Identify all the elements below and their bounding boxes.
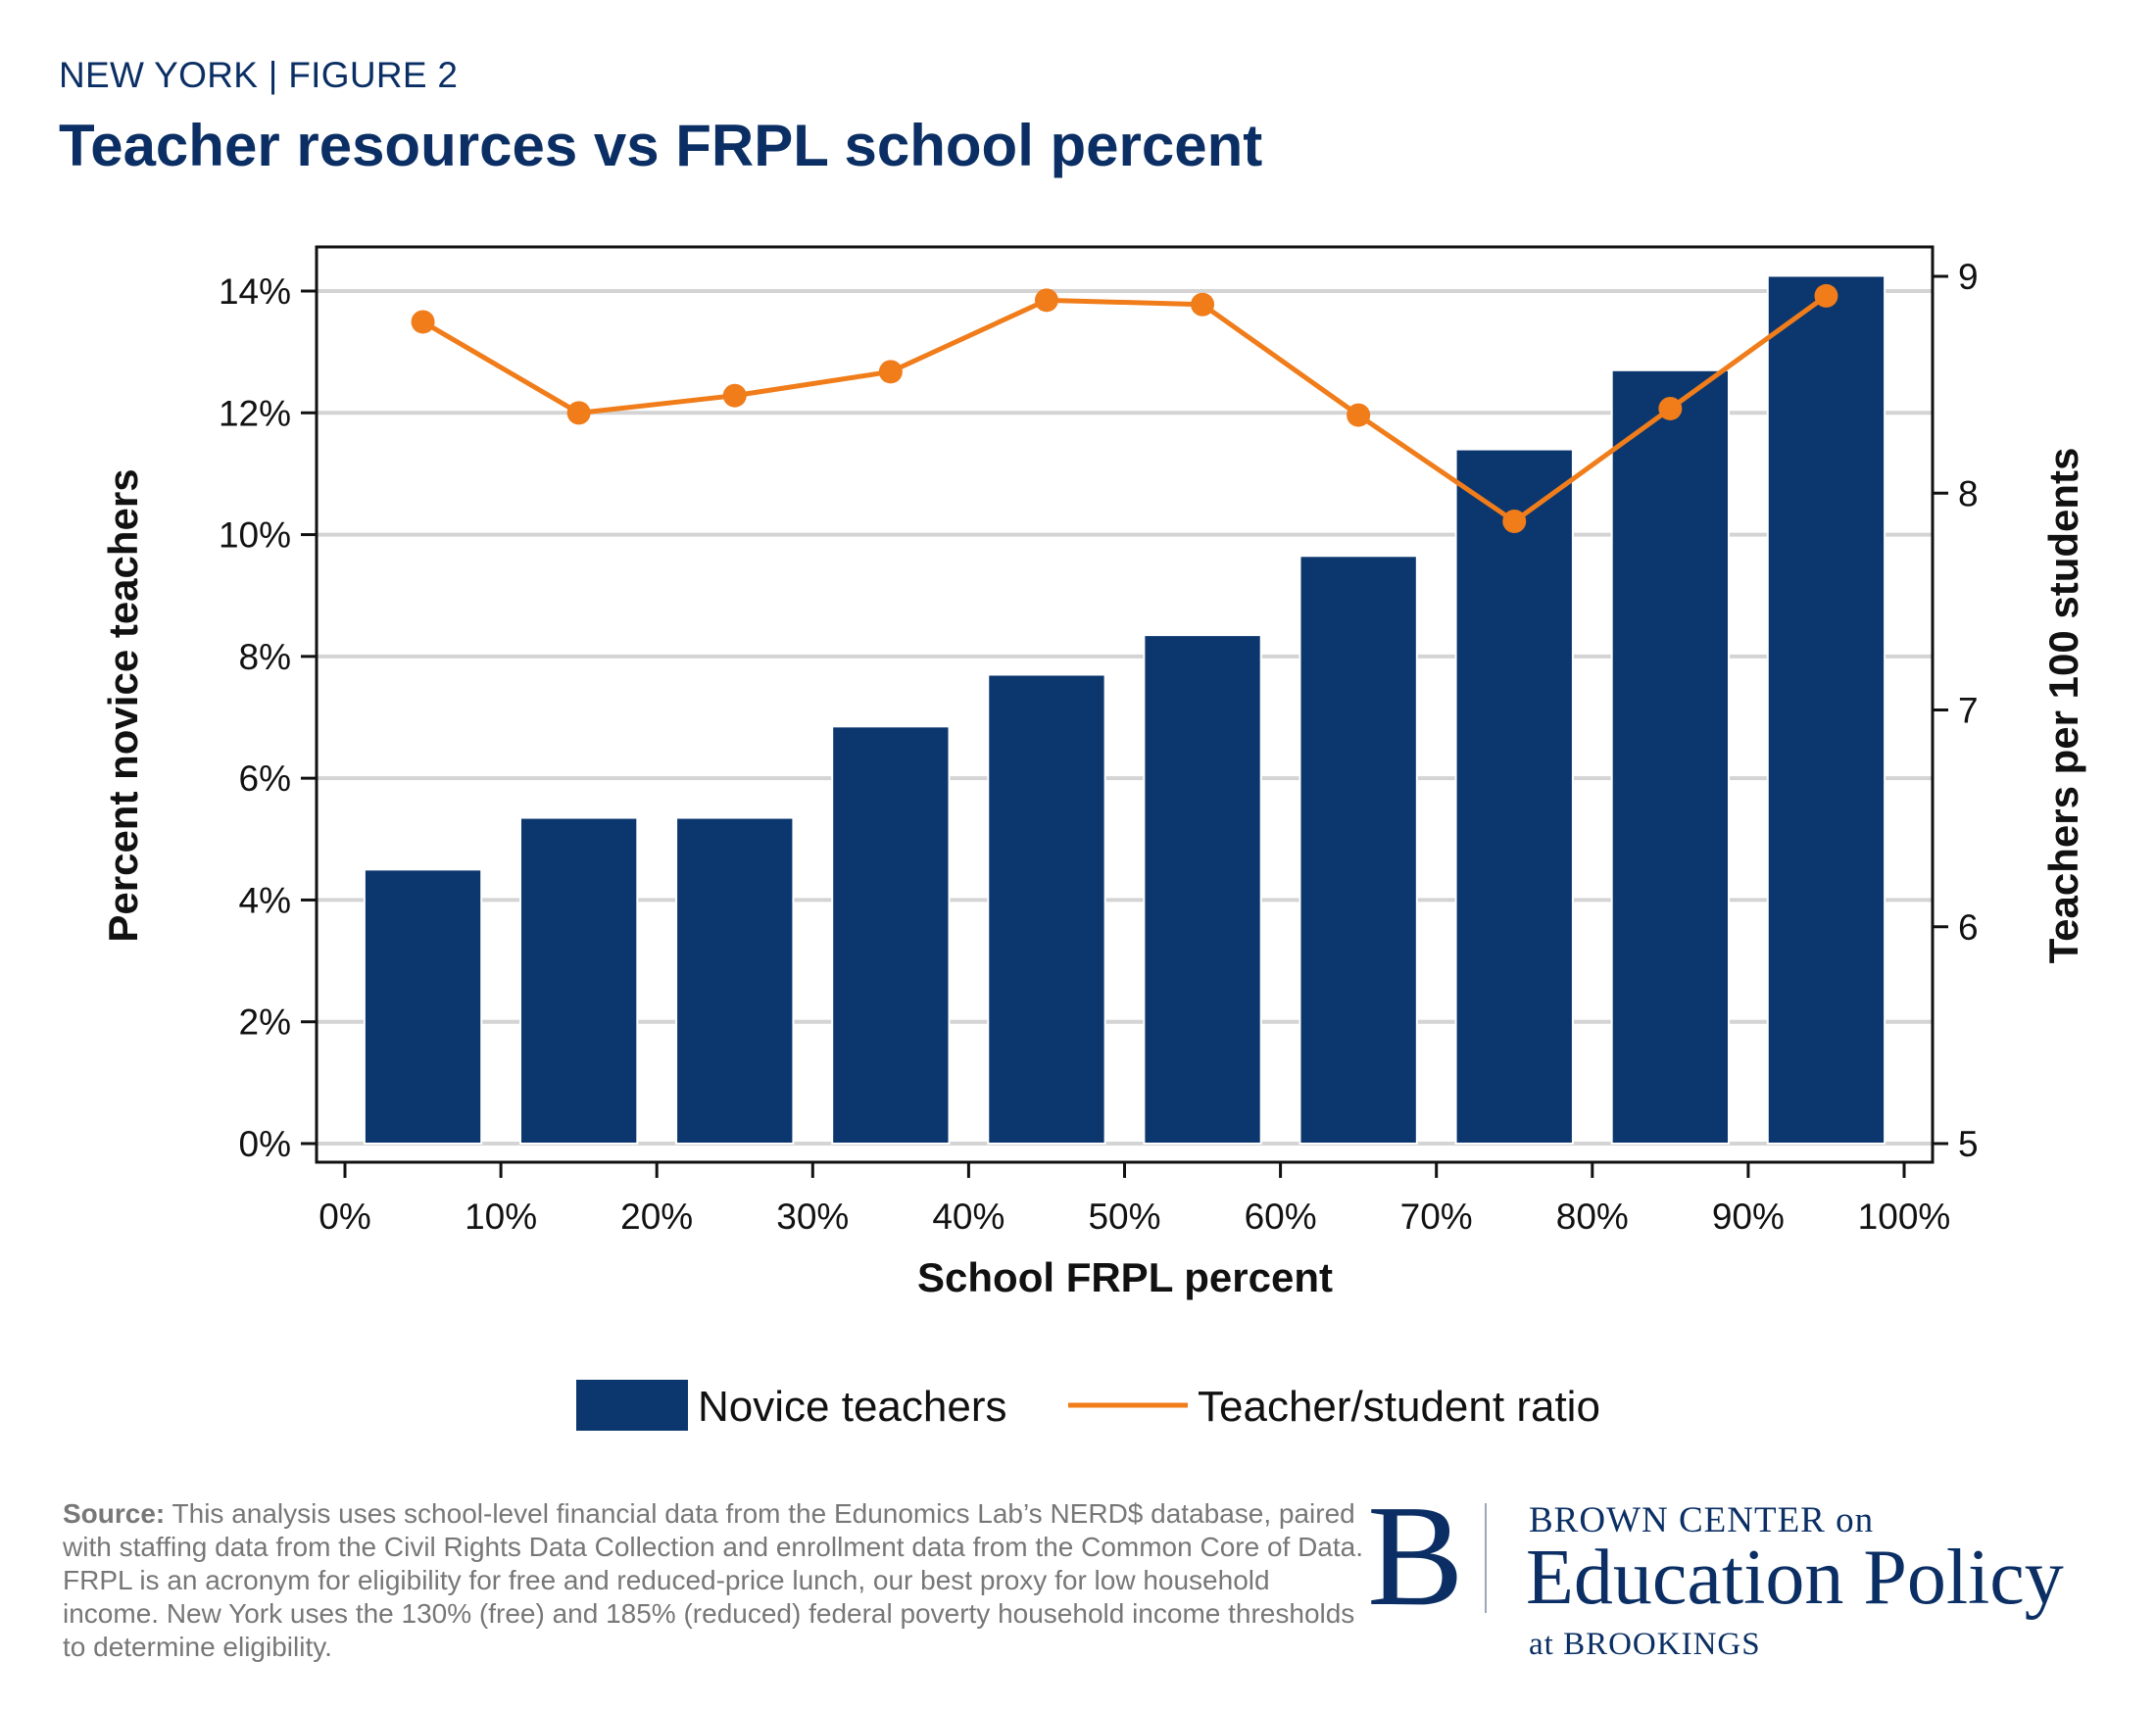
- brookings-logo: B BROWN CENTER on Education Policy at BR…: [1367, 1484, 2132, 1685]
- y2-tick-label: 7: [1958, 691, 1979, 731]
- y-tick-label: 10%: [219, 515, 291, 556]
- bar: [1454, 448, 1574, 1146]
- y-axis-title: Percent novice teachers: [100, 468, 146, 942]
- line-series: [411, 283, 1838, 534]
- bar: [363, 868, 483, 1145]
- legend-label-novice-teachers: Novice teachers: [698, 1383, 1006, 1431]
- ratio-point: [1347, 403, 1371, 427]
- ratio-point: [1814, 283, 1838, 308]
- ratio-line: [421, 293, 1828, 525]
- x-tick-label: 10%: [465, 1196, 537, 1237]
- legend: Novice teachers Teacher/student ratio: [576, 1380, 1600, 1431]
- x-tick-label: 0%: [318, 1196, 370, 1237]
- y-tick-label: 4%: [239, 880, 291, 920]
- x-tick-label: 20%: [620, 1196, 693, 1237]
- y2-tick-label: 5: [1958, 1124, 1979, 1164]
- ratio-point: [1191, 292, 1215, 317]
- x-axis: 0% 10% 20% 30% 40% 50% 60% 70% 80% 90% 100%: [318, 1162, 1950, 1237]
- x-tick-label: 80%: [1556, 1196, 1629, 1237]
- y-tick-label: 12%: [219, 393, 291, 433]
- legend-label-teacher-student-ratio: Teacher/student ratio: [1198, 1383, 1600, 1431]
- x-tick-label: 40%: [932, 1196, 1004, 1237]
- bar: [1610, 368, 1731, 1145]
- ratio-point: [1034, 288, 1058, 313]
- y-axis-left: 0% 2% 4% 6% 8% 10% 12% 14%: [219, 271, 317, 1164]
- x-tick-label: 30%: [776, 1196, 849, 1237]
- ratio-point: [411, 310, 435, 334]
- ratio-point: [722, 383, 747, 408]
- y-tick-label: 2%: [239, 1002, 291, 1043]
- bar: [1766, 274, 1886, 1145]
- ratio-point: [1502, 510, 1527, 534]
- chart-title: Teacher resources vs FRPL school percent: [59, 113, 1263, 178]
- x-tick-label: 60%: [1245, 1196, 1317, 1237]
- y2-axis-title: Teachers per 100 students: [2040, 448, 2086, 964]
- y-axis-right: 5 6 7 8 9: [1933, 257, 1979, 1164]
- y-tick-label: 8%: [239, 637, 291, 677]
- bar: [1298, 555, 1418, 1145]
- y2-tick-label: 8: [1958, 473, 1979, 513]
- ratio-point: [878, 360, 903, 384]
- ratio-point: [566, 401, 591, 425]
- source-note: Source: This analysis uses school-level …: [63, 1497, 1366, 1664]
- legend-swatch-novice-teachers: [576, 1380, 688, 1431]
- source-label: Source:: [63, 1498, 166, 1529]
- bar: [1143, 634, 1262, 1145]
- bar-series: [363, 274, 1886, 1146]
- x-tick-label: 100%: [1858, 1196, 1951, 1237]
- x-tick-label: 50%: [1088, 1196, 1160, 1237]
- x-tick-label: 90%: [1712, 1196, 1785, 1237]
- chart: 0% 10% 20% 30% 40% 50% 60% 70% 80% 90% 100% 0% 2% 4%…: [100, 245, 2086, 1431]
- logo-line-1: BROWN CENTER on: [1529, 1500, 1875, 1540]
- y-tick-label: 14%: [219, 271, 291, 312]
- logo-letter: B: [1367, 1476, 1464, 1636]
- logo-line-2: Education Policy: [1526, 1535, 2064, 1621]
- y2-tick-label: 9: [1958, 257, 1979, 297]
- ratio-point: [1658, 396, 1683, 420]
- bar: [675, 816, 795, 1145]
- logo-divider: [1485, 1503, 1487, 1613]
- source-text: This analysis uses school-level financia…: [63, 1498, 1363, 1662]
- figure-kicker: NEW YORK | FIGURE 2: [59, 55, 459, 95]
- x-tick-label: 70%: [1400, 1196, 1473, 1237]
- bar: [831, 725, 951, 1145]
- y-tick-label: 0%: [239, 1124, 291, 1164]
- bar: [987, 673, 1106, 1145]
- bar: [518, 816, 639, 1145]
- y2-tick-label: 6: [1958, 907, 1979, 948]
- x-axis-title: School FRPL percent: [917, 1254, 1333, 1300]
- y-tick-label: 6%: [239, 758, 291, 799]
- logo-line-3: at BROOKINGS: [1529, 1627, 1761, 1662]
